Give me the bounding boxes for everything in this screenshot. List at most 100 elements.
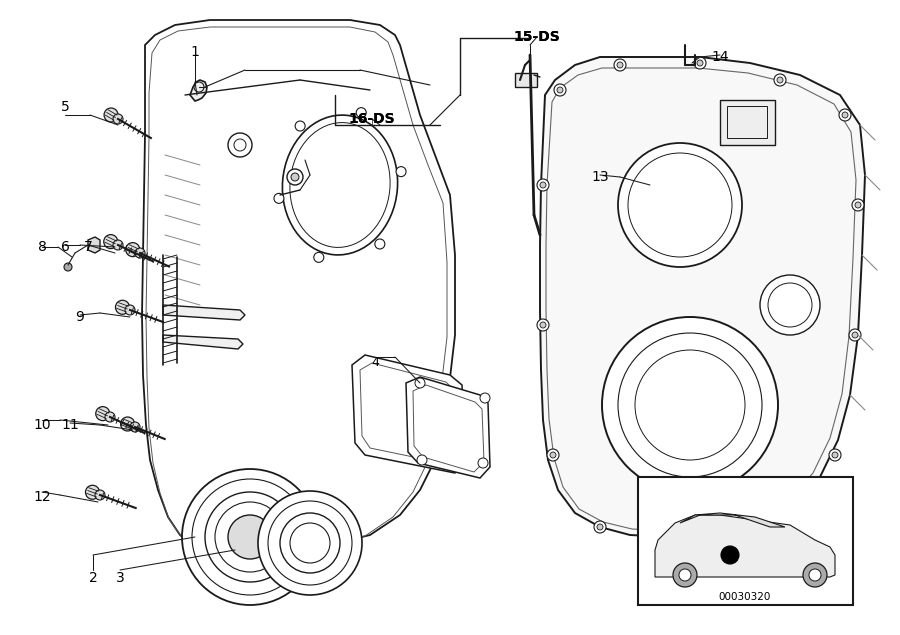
Circle shape bbox=[772, 514, 778, 520]
Polygon shape bbox=[163, 335, 243, 349]
Circle shape bbox=[849, 329, 861, 341]
Text: 15-DS: 15-DS bbox=[514, 30, 561, 44]
Bar bbox=[683, 66, 701, 80]
Circle shape bbox=[554, 84, 566, 96]
Circle shape bbox=[228, 515, 272, 559]
Circle shape bbox=[396, 166, 406, 177]
Circle shape bbox=[697, 60, 703, 66]
Polygon shape bbox=[406, 377, 490, 478]
Circle shape bbox=[774, 74, 786, 86]
Circle shape bbox=[839, 109, 851, 121]
Circle shape bbox=[113, 114, 123, 124]
Circle shape bbox=[809, 569, 821, 581]
Bar bbox=[515, 73, 537, 87]
Text: 4: 4 bbox=[371, 356, 379, 370]
Circle shape bbox=[557, 87, 563, 93]
Circle shape bbox=[287, 169, 303, 185]
Circle shape bbox=[547, 449, 559, 461]
Text: 15-DS: 15-DS bbox=[514, 30, 561, 44]
Text: 7: 7 bbox=[84, 240, 93, 254]
Circle shape bbox=[126, 243, 140, 257]
Text: 16-DS: 16-DS bbox=[348, 112, 395, 126]
Circle shape bbox=[852, 199, 864, 211]
Circle shape bbox=[295, 121, 305, 131]
Polygon shape bbox=[680, 513, 785, 527]
Circle shape bbox=[356, 108, 366, 117]
Text: 3: 3 bbox=[115, 571, 124, 585]
Circle shape bbox=[258, 491, 362, 595]
Text: 12: 12 bbox=[33, 490, 50, 504]
Circle shape bbox=[537, 319, 549, 331]
Circle shape bbox=[618, 143, 742, 267]
Circle shape bbox=[135, 248, 145, 258]
Circle shape bbox=[86, 485, 100, 499]
Polygon shape bbox=[142, 20, 455, 555]
Bar bbox=[687, 79, 697, 87]
Circle shape bbox=[614, 59, 626, 71]
Polygon shape bbox=[655, 515, 835, 577]
Circle shape bbox=[115, 300, 130, 314]
Text: 14: 14 bbox=[711, 50, 729, 64]
Circle shape bbox=[480, 393, 490, 403]
Circle shape bbox=[594, 521, 606, 533]
Circle shape bbox=[760, 275, 820, 335]
Text: 6: 6 bbox=[60, 240, 69, 254]
Polygon shape bbox=[540, 57, 865, 537]
Polygon shape bbox=[190, 80, 207, 101]
Circle shape bbox=[674, 529, 686, 541]
Circle shape bbox=[842, 112, 848, 118]
Polygon shape bbox=[88, 237, 100, 253]
Circle shape bbox=[291, 173, 299, 181]
Circle shape bbox=[274, 194, 284, 203]
Circle shape bbox=[478, 458, 488, 468]
Circle shape bbox=[769, 511, 781, 523]
Circle shape bbox=[777, 77, 783, 83]
Circle shape bbox=[677, 532, 683, 538]
Circle shape bbox=[95, 490, 105, 500]
Circle shape bbox=[417, 455, 427, 465]
Circle shape bbox=[64, 263, 72, 271]
Circle shape bbox=[537, 179, 549, 191]
Circle shape bbox=[617, 62, 623, 68]
Text: 5: 5 bbox=[60, 100, 69, 114]
Circle shape bbox=[721, 546, 739, 564]
Circle shape bbox=[540, 182, 546, 188]
Circle shape bbox=[855, 202, 861, 208]
Text: 9: 9 bbox=[76, 310, 85, 324]
Circle shape bbox=[105, 412, 115, 422]
Circle shape bbox=[415, 378, 425, 388]
Circle shape bbox=[540, 322, 546, 328]
Text: 11: 11 bbox=[61, 418, 79, 432]
Circle shape bbox=[550, 452, 556, 458]
Circle shape bbox=[182, 469, 318, 605]
Text: 1: 1 bbox=[191, 45, 200, 59]
Circle shape bbox=[104, 108, 118, 122]
Circle shape bbox=[852, 332, 858, 338]
Circle shape bbox=[113, 240, 123, 250]
Text: 8: 8 bbox=[38, 240, 47, 254]
Circle shape bbox=[121, 417, 135, 431]
Bar bbox=[727, 106, 767, 138]
Polygon shape bbox=[163, 305, 245, 320]
Text: 10: 10 bbox=[33, 418, 50, 432]
Circle shape bbox=[104, 234, 118, 249]
Circle shape bbox=[673, 563, 697, 587]
Text: 16-DS: 16-DS bbox=[348, 112, 395, 126]
Text: 13: 13 bbox=[591, 170, 608, 184]
Circle shape bbox=[602, 317, 778, 493]
Circle shape bbox=[832, 452, 838, 458]
Circle shape bbox=[829, 449, 841, 461]
Circle shape bbox=[375, 239, 385, 249]
Circle shape bbox=[679, 569, 691, 581]
Circle shape bbox=[314, 252, 324, 262]
Bar bbox=[720, 100, 775, 145]
Text: 2: 2 bbox=[88, 571, 97, 585]
Circle shape bbox=[125, 305, 135, 315]
Circle shape bbox=[803, 563, 827, 587]
Circle shape bbox=[597, 524, 603, 530]
Bar bbox=[638, 477, 853, 605]
Circle shape bbox=[694, 57, 706, 69]
Circle shape bbox=[130, 422, 140, 432]
Circle shape bbox=[228, 133, 252, 157]
Polygon shape bbox=[352, 355, 465, 473]
